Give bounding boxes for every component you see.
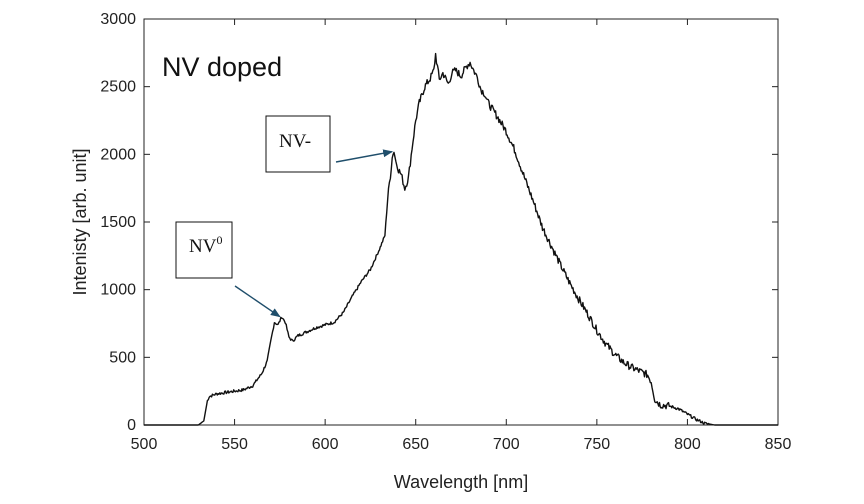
x-tick-label: 850 <box>765 436 792 453</box>
x-tick-label: 500 <box>131 436 158 453</box>
annotation-nv-minus-label: NV- <box>279 131 311 152</box>
annotation-nv-minus-box <box>265 115 331 173</box>
intensity-series-line <box>144 52 778 426</box>
x-tick-label: 700 <box>493 436 520 453</box>
annotation-nv0-label: NV0 <box>189 233 222 257</box>
annotation-nv-minus: NV- <box>265 115 394 173</box>
y-tick-label: 3000 <box>100 11 136 28</box>
annotation-nv0-box <box>175 221 233 279</box>
y-tick-label: 0 <box>127 417 136 434</box>
plot-area-frame <box>143 18 779 426</box>
x-tick-label: 650 <box>402 436 429 453</box>
y-tick-label: 2000 <box>100 146 136 163</box>
x-axis-title: Wavelength [nm] <box>394 472 528 492</box>
y-tick-label: 1500 <box>100 214 136 231</box>
x-tick-label: 600 <box>312 436 339 453</box>
annotation-nv-minus-arrow <box>335 149 394 163</box>
y-tick-label: 2500 <box>100 79 136 96</box>
x-tick-label: 550 <box>221 436 248 453</box>
chart-title: NV doped <box>162 52 282 82</box>
y-axis-title: Intenisty [arb. unit] <box>70 148 90 295</box>
y-tick-label: 1000 <box>100 282 136 299</box>
annotation-nv0-arrow <box>234 285 281 318</box>
annotation-nv0: NV0 <box>175 221 281 318</box>
x-axis-ticks: 500 550 600 650 700 750 800 850 <box>131 19 792 453</box>
y-tick-label: 500 <box>109 349 136 366</box>
x-tick-label: 800 <box>674 436 701 453</box>
y-axis-ticks: 0 500 1000 1500 2000 2500 3000 <box>100 11 778 434</box>
x-tick-label: 750 <box>584 436 611 453</box>
